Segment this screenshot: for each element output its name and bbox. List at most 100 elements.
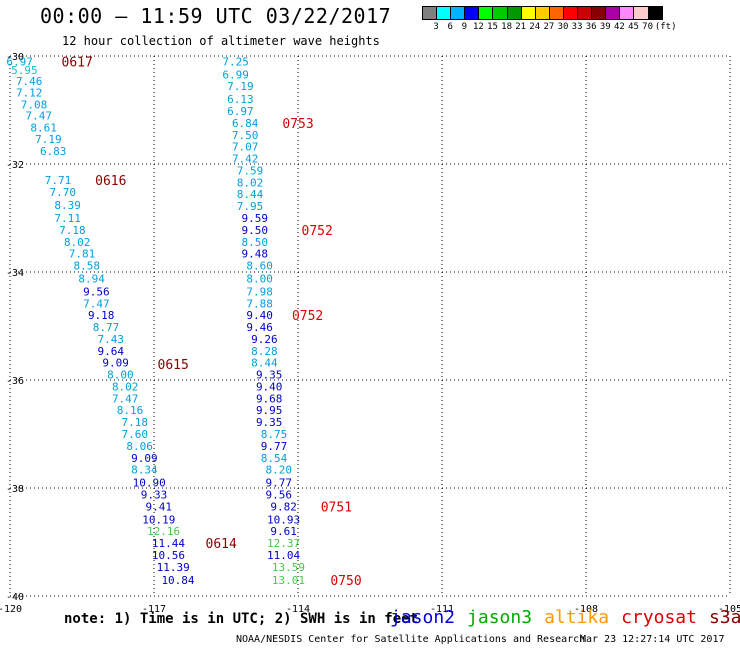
satellite-s3a: s3a xyxy=(708,607,740,628)
swh-value-label: 6.99 xyxy=(222,68,249,81)
satellite-altika: altika xyxy=(544,607,610,628)
swh-value-label: 5.95 xyxy=(11,64,38,77)
swh-value-label: 7.18 xyxy=(59,224,86,237)
swh-value-label: 7.25 xyxy=(222,55,249,68)
swh-value-label: 7.70 xyxy=(50,186,77,199)
swh-value-label: 10.19 xyxy=(142,513,175,526)
footer-note: note: 1) Time is in UTC; 2) SWH is in fe… xyxy=(64,611,419,627)
x-tick-label: -117 xyxy=(142,604,166,615)
swh-value-label: 7.07 xyxy=(232,141,259,154)
swh-value-label: 8.54 xyxy=(261,452,288,465)
swh-value-label: 7.19 xyxy=(227,80,254,93)
y-tick-label: -36 xyxy=(6,376,24,387)
time-label: 0752 xyxy=(302,224,333,239)
swh-value-label: 9.35 xyxy=(256,369,283,382)
swh-value-label: 10.84 xyxy=(161,574,194,587)
swh-value-label: 8.60 xyxy=(246,260,273,273)
y-tick-label: -30 xyxy=(6,52,24,63)
swh-value-label: 9.59 xyxy=(242,212,269,225)
swh-value-label: 7.47 xyxy=(112,392,139,405)
swh-value-label: 11.44 xyxy=(152,537,185,550)
swh-value-label: 9.95 xyxy=(256,404,283,417)
time-label: 0617 xyxy=(62,55,93,70)
swh-value-label: 8.94 xyxy=(78,272,105,285)
footer-credit: NOAA/NESDIS Center for Satellite Applica… xyxy=(236,634,586,645)
legend-label: 42 xyxy=(613,22,625,32)
swh-value-label: 7.19 xyxy=(35,133,62,146)
swh-value-label: 7.81 xyxy=(69,248,96,261)
swh-value-label: 7.47 xyxy=(83,297,110,310)
satellite-jason3: jason3 xyxy=(467,607,533,628)
swh-value-label: 6.97 xyxy=(227,105,254,118)
swh-value-label: 9.41 xyxy=(146,500,173,513)
swh-value-label: 8.39 xyxy=(54,199,81,212)
legend-label: 30 xyxy=(557,22,569,32)
time-label: 0753 xyxy=(282,117,313,132)
x-tick-label: -108 xyxy=(574,604,598,615)
color-scale-legend xyxy=(422,6,663,20)
legend-label: 70 xyxy=(642,22,654,32)
swh-value-label: 9.77 xyxy=(261,440,288,453)
swh-value-label: 9.64 xyxy=(98,345,125,358)
swh-value-label: 8.44 xyxy=(237,188,264,201)
swh-value-label: 7.08 xyxy=(21,99,48,112)
swh-value-label: 6.97 xyxy=(6,55,33,68)
swh-value-label: 9.33 xyxy=(141,488,168,501)
swh-value-label: 8.20 xyxy=(266,464,293,477)
swh-value-label: 7.42 xyxy=(232,153,259,166)
time-label: 0752 xyxy=(292,309,323,324)
swh-value-label: 7.47 xyxy=(26,109,53,122)
legend-label: 9 xyxy=(461,22,468,32)
swh-value-label: 12.37 xyxy=(267,537,300,550)
swh-value-label: 9.35 xyxy=(256,416,283,429)
swh-value-label: 6.13 xyxy=(227,93,254,106)
legend-label: 45 xyxy=(628,22,639,32)
swh-value-label: 11.39 xyxy=(157,561,190,574)
swh-value-label: 8.61 xyxy=(30,121,57,134)
swh-value-label: 9.56 xyxy=(266,488,293,501)
swh-value-label: 9.61 xyxy=(270,525,297,538)
swh-value-label: 7.12 xyxy=(16,87,43,100)
swh-value-label: 8.00 xyxy=(107,369,134,382)
swh-value-label: 8.50 xyxy=(242,236,269,249)
legend-label: 21 xyxy=(515,22,527,32)
swh-value-label: 7.71 xyxy=(45,174,72,187)
legend-label: 15 xyxy=(487,22,498,32)
satellite-legend: jason2 jason3 altika cryosat s3a xyxy=(390,607,740,628)
chart-title: 00:00 – 11:59 UTC 03/22/2017 xyxy=(40,4,392,28)
y-tick-label: -34 xyxy=(6,268,24,279)
swh-value-label: 10.90 xyxy=(133,477,166,490)
legend-label: (ft) xyxy=(654,22,677,32)
y-tick-label: -32 xyxy=(6,160,24,171)
swh-value-label: 8.77 xyxy=(93,321,120,334)
swh-value-label: 9.09 xyxy=(102,357,129,370)
x-tick-label: -114 xyxy=(286,604,310,615)
satellite-cryosat: cryosat xyxy=(621,607,697,628)
swh-value-label: 7.59 xyxy=(237,164,264,177)
swh-value-label: 9.68 xyxy=(256,392,283,405)
swh-value-label: 11.04 xyxy=(267,549,300,562)
swh-value-label: 9.56 xyxy=(83,285,110,298)
swh-value-label: 9.40 xyxy=(256,380,283,393)
x-tick-label: -120 xyxy=(0,604,22,615)
footer-timestamp: Mar 23 12:27:14 UTC 2017 xyxy=(580,634,725,645)
swh-value-label: 10.93 xyxy=(267,513,300,526)
swh-value-label: 13.01 xyxy=(272,574,305,587)
x-tick-label: -111 xyxy=(430,604,454,615)
legend-label: 24 xyxy=(529,22,541,32)
swh-value-label: 13.59 xyxy=(272,561,305,574)
swh-value-label: 8.06 xyxy=(126,440,153,453)
swh-value-label: 8.58 xyxy=(74,260,101,273)
swh-value-label: 6.83 xyxy=(40,145,67,158)
satellite-jason2: jason2 xyxy=(390,607,456,628)
swh-value-label: 7.60 xyxy=(122,428,149,441)
swh-value-label: 8.02 xyxy=(112,380,139,393)
swh-value-label: 8.02 xyxy=(237,176,264,189)
legend-label: 33 xyxy=(571,22,583,32)
swh-value-label: 9.26 xyxy=(251,333,278,346)
swh-value-label: 8.28 xyxy=(251,345,278,358)
swh-value-label: 8.44 xyxy=(251,357,278,370)
time-label: 0615 xyxy=(158,358,189,373)
